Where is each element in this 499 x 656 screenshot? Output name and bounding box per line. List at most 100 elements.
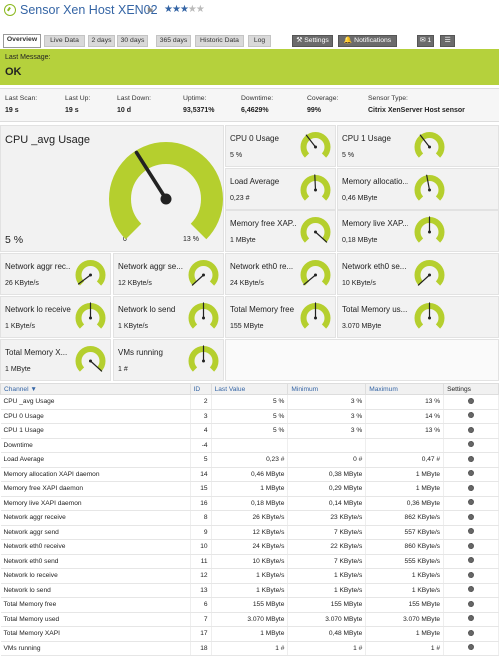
table-row[interactable]: Total Memory used 7 3.070 MByte 3.070 MByte… <box>0 612 499 627</box>
gauge-tile[interactable]: Memory live XAP... 0,18 MByte <box>337 210 499 252</box>
gauge-tile[interactable]: Memory free XAP... 1 MByte <box>225 210 336 252</box>
gauge-tile[interactable]: Network lo send 1 KByte/s <box>113 296 224 338</box>
table-row[interactable]: CPU 0 Usage 3 5 % 3 % 14 % <box>0 409 499 424</box>
sensor-status-icon <box>4 4 16 16</box>
gauge-name: CPU 1 Usage <box>342 134 391 143</box>
table-row[interactable]: Total Memory free 6 155 MByte 155 MByte 155 … <box>0 597 499 613</box>
table-cell: 1 KByte/s <box>211 568 289 584</box>
tab-historic-data[interactable]: Historic Data <box>195 35 244 47</box>
gear-icon[interactable] <box>468 571 475 578</box>
settings-button[interactable]: ⚒ Settings <box>292 35 333 47</box>
gear-icon[interactable] <box>468 412 475 419</box>
table-row[interactable]: Network aggr receive 8 26 KByte/s 23 KByte/… <box>0 510 499 526</box>
table-row[interactable]: Memory free XAPI daemon 15 1 MByte 0,29 MBy… <box>0 481 499 497</box>
table-row[interactable]: Memory live XAPI daemon 16 0,18 MByte 0,14 … <box>0 496 499 511</box>
gauge-tile[interactable]: Memory allocatio... 0,46 MByte <box>337 168 499 210</box>
table-cell <box>365 438 445 453</box>
gauge-tile[interactable]: CPU 1 Usage 5 % <box>337 125 499 167</box>
gauge-tile[interactable]: Total Memory X... 1 MByte <box>0 339 111 381</box>
tab-overview[interactable]: Overview <box>3 34 41 48</box>
gauge-hub <box>314 230 317 234</box>
table-row[interactable]: Total Memory XAPI 17 1 MByte 0,48 MByte 1 MB… <box>0 626 499 642</box>
table-row[interactable]: CPU 1 Usage 4 5 % 3 % 13 % <box>0 423 499 439</box>
gear-icon[interactable] <box>468 586 475 593</box>
table-cell: 12 KByte/s <box>211 525 289 540</box>
gauge-tile[interactable]: Network lo receive 1 KByte/s <box>0 296 111 338</box>
star-icon[interactable]: ★ <box>195 4 205 15</box>
table-row[interactable]: CPU _avg Usage 2 5 % 3 % 13 % <box>0 394 499 410</box>
gear-icon[interactable] <box>468 600 475 607</box>
star-icon[interactable]: ★ <box>179 4 189 15</box>
table-cell: Load Average <box>0 452 191 468</box>
gauge-needle <box>191 274 205 286</box>
gear-icon[interactable] <box>468 615 475 622</box>
gauge-tile[interactable]: Total Memory us... 3.070 MByte <box>337 296 499 338</box>
column-header-1[interactable]: ID <box>189 383 212 395</box>
table-row[interactable]: Network eth0 receive 10 24 KByte/s 22 KByte… <box>0 539 499 555</box>
star-icon[interactable]: ★ <box>187 4 197 15</box>
gear-icon[interactable] <box>468 441 475 448</box>
gear-icon[interactable] <box>468 484 475 491</box>
column-header-4[interactable]: Maximum <box>365 383 445 395</box>
gauge-tile-cpu-avg[interactable]: CPU _avg Usage 5 % 0 13 % <box>0 125 224 252</box>
gear-icon[interactable] <box>468 513 475 520</box>
gauge-tile[interactable]: Network eth0 se... 10 KByte/s <box>337 253 499 295</box>
tab-30-days[interactable]: 30 days <box>117 35 148 47</box>
star-icon[interactable]: ★ <box>171 4 181 15</box>
gauge-tile[interactable]: CPU 0 Usage 5 % <box>225 125 336 167</box>
tab-live-data[interactable]: Live Data <box>44 35 85 47</box>
priority-stars[interactable]: ★★★★★ <box>164 4 205 15</box>
gauge-hub <box>89 273 92 277</box>
gauge-icon <box>414 260 445 286</box>
gear-icon[interactable] <box>468 557 475 564</box>
tab-log[interactable]: Log <box>248 35 271 47</box>
menu-button[interactable]: ☰ <box>440 35 455 47</box>
table-row[interactable]: Load Average 5 0,23 #0 #0,47 # <box>0 452 499 468</box>
gear-icon[interactable] <box>468 470 475 477</box>
table-cell: 1 # <box>287 641 367 656</box>
table-row[interactable]: Memory allocation XAPI daemon 14 0,46 MByt… <box>0 467 499 482</box>
gauge-tile[interactable]: Network eth0 re... 24 KByte/s <box>225 253 336 295</box>
star-icon[interactable]: ★ <box>164 4 173 15</box>
comments-button[interactable]: ✉ 1 <box>417 35 434 47</box>
table-cell: 13 % <box>365 423 445 439</box>
gear-icon[interactable] <box>468 542 475 549</box>
tab-365-days[interactable]: 365 days <box>156 35 191 47</box>
table-row[interactable]: VMs running 18 1 #1 #1 # <box>0 641 499 656</box>
table-row[interactable]: Network lo receive 12 1 KByte/s 1 KByte/s 1 … <box>0 568 499 584</box>
gear-icon[interactable] <box>468 499 475 506</box>
table-cell: CPU 1 Usage <box>0 423 191 439</box>
gauge-arc <box>414 260 445 286</box>
gauge-tile[interactable]: Network aggr se... 12 KByte/s <box>113 253 224 295</box>
gear-icon[interactable] <box>468 426 475 433</box>
gauge-tile[interactable]: Network aggr rec... 26 KByte/s <box>0 253 111 295</box>
gear-icon[interactable] <box>468 397 475 404</box>
table-cell: 1 MByte <box>211 481 289 497</box>
column-header-5[interactable]: Settings <box>443 383 499 395</box>
table-row[interactable]: Network aggr send 9 12 KByte/s 7 KByte/s 557… <box>0 525 499 540</box>
column-header-2[interactable]: Last Value <box>210 383 289 395</box>
table-row[interactable]: Downtime -4 <box>0 438 499 453</box>
table-cell: 18 <box>190 641 212 656</box>
gauge-tile[interactable]: VMs running 1 # <box>113 339 224 381</box>
flag-icon[interactable]: ⚑ <box>146 6 155 16</box>
column-header-3[interactable]: Minimum <box>287 383 367 395</box>
gauge-tile[interactable]: Load Average 0,23 # <box>225 168 336 210</box>
gauge-name: Total Memory us... <box>342 305 408 314</box>
gear-icon[interactable] <box>468 528 475 535</box>
table-row[interactable]: Network eth0 send 11 10 KByte/s 7 KByte/s 55… <box>0 554 499 569</box>
table-cell: 26 KByte/s <box>211 510 289 526</box>
channel-settings-cell <box>443 394 499 410</box>
table-cell: 5 % <box>211 409 289 424</box>
table-row[interactable]: Network lo send 13 1 KByte/s 1 KByte/s 1 KBy… <box>0 583 499 598</box>
channel-settings-cell <box>443 612 499 627</box>
gear-icon[interactable] <box>468 629 475 636</box>
notifications-button[interactable]: 🔔 Notifications <box>338 35 397 47</box>
tab-2-days[interactable]: 2 days <box>88 35 115 47</box>
table-cell <box>287 438 367 453</box>
status-label: Last Message: <box>5 54 51 61</box>
column-header-0[interactable]: Channel ▼ <box>0 383 191 395</box>
gear-icon[interactable] <box>468 455 475 462</box>
gear-icon[interactable] <box>468 644 475 651</box>
gauge-tile[interactable]: Total Memory free 155 MByte <box>225 296 336 338</box>
